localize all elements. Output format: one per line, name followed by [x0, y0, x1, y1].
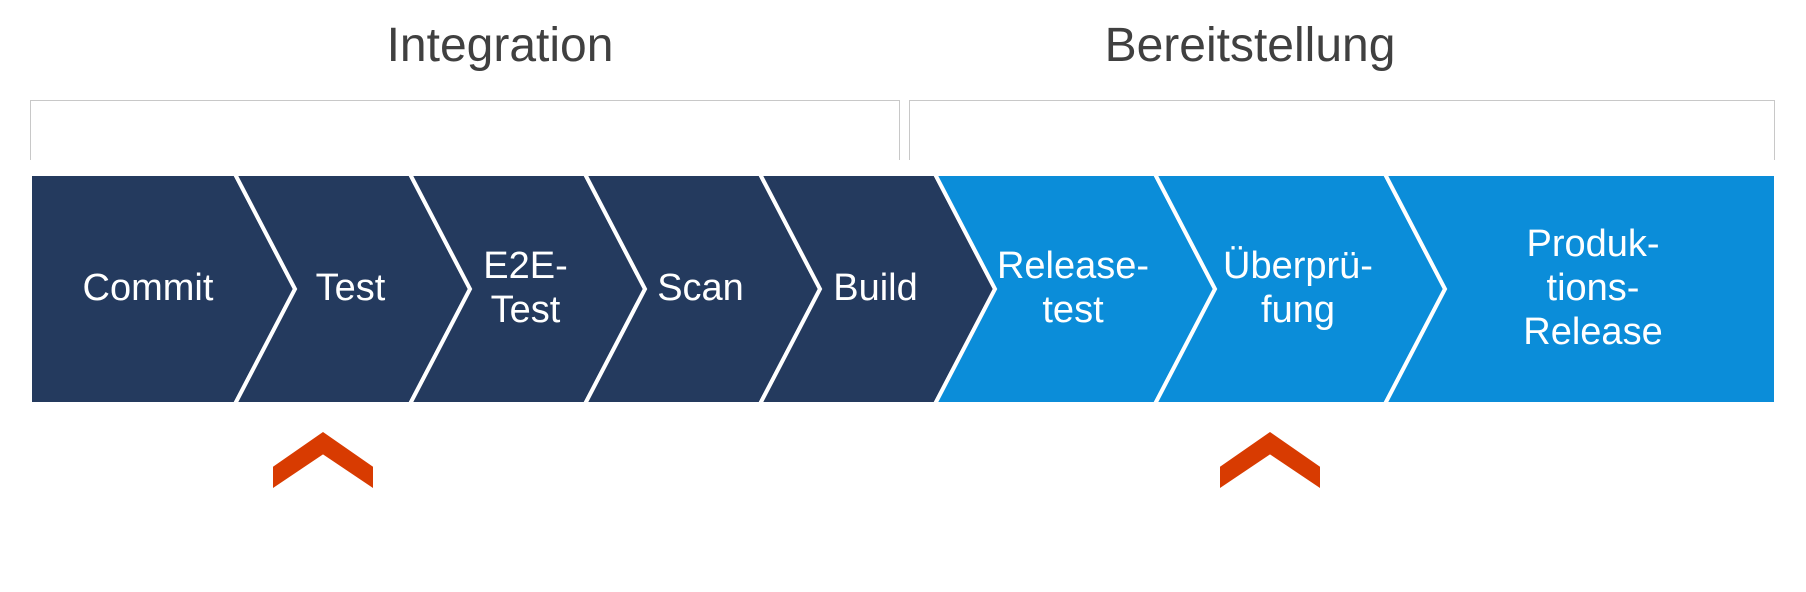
section-label-deployment: Bereitstellung [1075, 18, 1425, 73]
marker-test [273, 432, 373, 488]
chevron-up-icon [1220, 432, 1320, 488]
chevron-up-icon [273, 432, 373, 488]
stage-prod [1385, 174, 1776, 404]
bracket-deployment [909, 100, 1775, 160]
bracket-integration [30, 100, 900, 160]
pipeline: CommitTestE2E-TestScanBuildRelease-testÜ… [30, 174, 1776, 404]
marker-review [1220, 432, 1320, 488]
section-label-integration: Integration [350, 18, 650, 73]
pipeline-svg [30, 174, 1776, 404]
pipeline-diagram: Integration Bereitstellung CommitTestE2E… [0, 0, 1806, 592]
